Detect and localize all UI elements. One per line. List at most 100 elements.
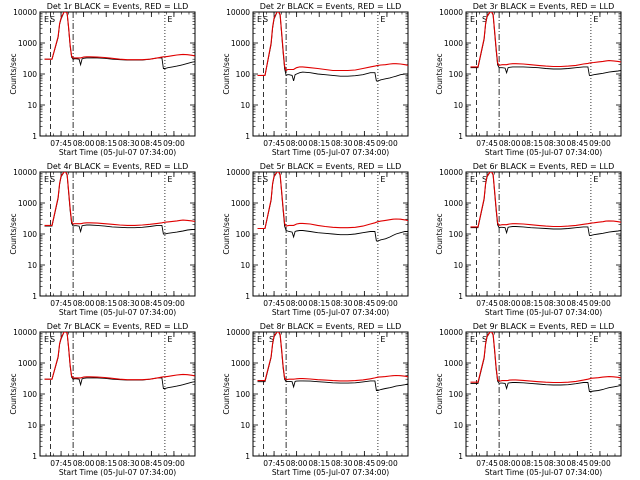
x-axis-label: Start Time (05-Jul-07 07:34:00): [485, 468, 602, 477]
annotation-label: E: [167, 335, 172, 344]
x-tick-label: 08:45: [354, 459, 376, 468]
y-tick-label: 100: [449, 390, 464, 399]
x-tick-label: 08:45: [354, 139, 376, 148]
x-tick-label: 08:45: [567, 139, 589, 148]
y-tick-label: 1: [245, 132, 250, 141]
x-tick-label: 09:00: [376, 459, 398, 468]
annotation-label: E: [257, 335, 262, 344]
panel-det-8: Det 8r BLACK = Events, RED = LLD 1 10 100 10…: [222, 322, 409, 477]
y-axis-label: Counts/sec: [9, 213, 18, 254]
y-axis-label: Counts/sec: [435, 53, 444, 94]
annotation-label: E: [167, 15, 172, 24]
x-tick-label: 09:00: [163, 139, 185, 148]
plot-frame: [39, 11, 196, 137]
panel-title: Det 1r BLACK = Events, RED = LLD: [47, 2, 189, 11]
x-tick-label: 07:45: [476, 459, 498, 468]
x-tick-label: 08:45: [141, 299, 163, 308]
x-tick-label: 07:45: [476, 299, 498, 308]
y-tick-label: 1000: [18, 199, 37, 208]
x-tick-label: 08:00: [73, 139, 95, 148]
x-axis-label: Start Time (05-Jul-07 07:34:00): [272, 148, 389, 157]
panel-det-5: Det 5r BLACK = Events, RED = LLD 1 10 100 10…: [222, 162, 409, 317]
x-tick-label: 08:00: [499, 459, 521, 468]
annotation-label: S: [263, 15, 268, 24]
y-tick-label: 1000: [444, 359, 463, 368]
x-tick-label: 09:00: [376, 299, 398, 308]
y-tick-label: 1: [458, 132, 463, 141]
x-tick-label: 08:00: [73, 459, 95, 468]
plot-frame: [252, 331, 409, 457]
y-axis-label: Counts/sec: [435, 213, 444, 254]
y-tick-label: 10: [27, 421, 37, 430]
annotation-label: E: [593, 175, 598, 184]
plot-frame: [252, 11, 409, 137]
annotation-label: E: [44, 335, 49, 344]
y-tick-label: 10: [27, 261, 37, 270]
y-tick-label: 1: [32, 292, 37, 301]
y-tick-label: 1: [245, 452, 250, 461]
x-tick-label: 08:30: [544, 459, 566, 468]
panel-det-3: Det 3r BLACK = Events, RED = LLD 1 10 100 10…: [435, 2, 622, 157]
plot-frame: [465, 331, 622, 457]
x-tick-label: 08:30: [118, 299, 140, 308]
x-axis-label: Start Time (05-Jul-07 07:34:00): [272, 308, 389, 317]
y-tick-label: 10: [453, 421, 463, 430]
y-tick-label: 1: [32, 452, 37, 461]
x-tick-label: 09:00: [376, 139, 398, 148]
y-tick-label: 10: [453, 101, 463, 110]
y-tick-label: 10: [240, 101, 250, 110]
y-tick-label: 10000: [439, 8, 463, 17]
y-axis-label: Counts/sec: [222, 53, 231, 94]
y-axis-label: Counts/sec: [222, 373, 231, 414]
panel-title: Det 9r BLACK = Events, RED = LLD: [473, 322, 615, 331]
panel-title: Det 6r BLACK = Events, RED = LLD: [473, 162, 615, 171]
y-tick-label: 1000: [231, 39, 250, 48]
annotation-label: S: [50, 15, 55, 24]
annotation-label: S: [50, 175, 55, 184]
x-tick-label: 07:45: [50, 139, 72, 148]
y-tick-label: 1000: [444, 39, 463, 48]
x-tick-label: 07:45: [476, 139, 498, 148]
x-axis-label: Start Time (05-Jul-07 07:34:00): [485, 308, 602, 317]
annotation-label: E: [470, 15, 475, 24]
x-tick-label: 08:00: [499, 139, 521, 148]
x-axis-label: Start Time (05-Jul-07 07:34:00): [272, 468, 389, 477]
panel-title: Det 8r BLACK = Events, RED = LLD: [260, 322, 402, 331]
x-tick-label: 08:15: [308, 139, 330, 148]
annotation-label: S: [50, 335, 55, 344]
x-tick-label: 07:45: [263, 459, 285, 468]
annotation-label: E: [380, 15, 385, 24]
lld-line: [470, 172, 621, 228]
annotation-label: E: [167, 175, 172, 184]
y-tick-label: 1: [458, 292, 463, 301]
plot-frame: [39, 331, 196, 457]
annotation-label: E: [380, 175, 385, 184]
y-tick-label: 1000: [231, 359, 250, 368]
y-tick-label: 100: [23, 390, 38, 399]
x-tick-label: 08:30: [331, 139, 353, 148]
annotation-label: E: [380, 335, 385, 344]
y-tick-label: 10: [240, 421, 250, 430]
plot-frame: [39, 171, 196, 297]
x-tick-label: 07:45: [50, 459, 72, 468]
annotation-label: E: [470, 175, 475, 184]
x-tick-label: 09:00: [589, 459, 611, 468]
panel-title: Det 2r BLACK = Events, RED = LLD: [260, 2, 402, 11]
x-axis-label: Start Time (05-Jul-07 07:34:00): [59, 148, 176, 157]
lld-line: [44, 332, 195, 381]
y-tick-label: 10000: [13, 8, 37, 17]
panel-det-6: Det 6r BLACK = Events, RED = LLD 1 10 100 10…: [435, 162, 622, 317]
annotation-label: S: [482, 175, 487, 184]
x-tick-label: 08:00: [499, 299, 521, 308]
panel-det-1: Det 1r BLACK = Events, RED = LLD 1 10 100 10…: [9, 2, 196, 157]
annotation-label: E: [257, 15, 262, 24]
y-tick-label: 10: [27, 101, 37, 110]
annotation-label: S: [263, 175, 268, 184]
x-tick-label: 08:15: [95, 139, 117, 148]
x-tick-label: 09:00: [589, 299, 611, 308]
x-tick-label: 08:15: [521, 459, 543, 468]
x-tick-label: 08:15: [95, 299, 117, 308]
x-tick-label: 09:00: [589, 139, 611, 148]
panel-det-7: Det 7r BLACK = Events, RED = LLD 1 10 100 10…: [9, 322, 196, 477]
